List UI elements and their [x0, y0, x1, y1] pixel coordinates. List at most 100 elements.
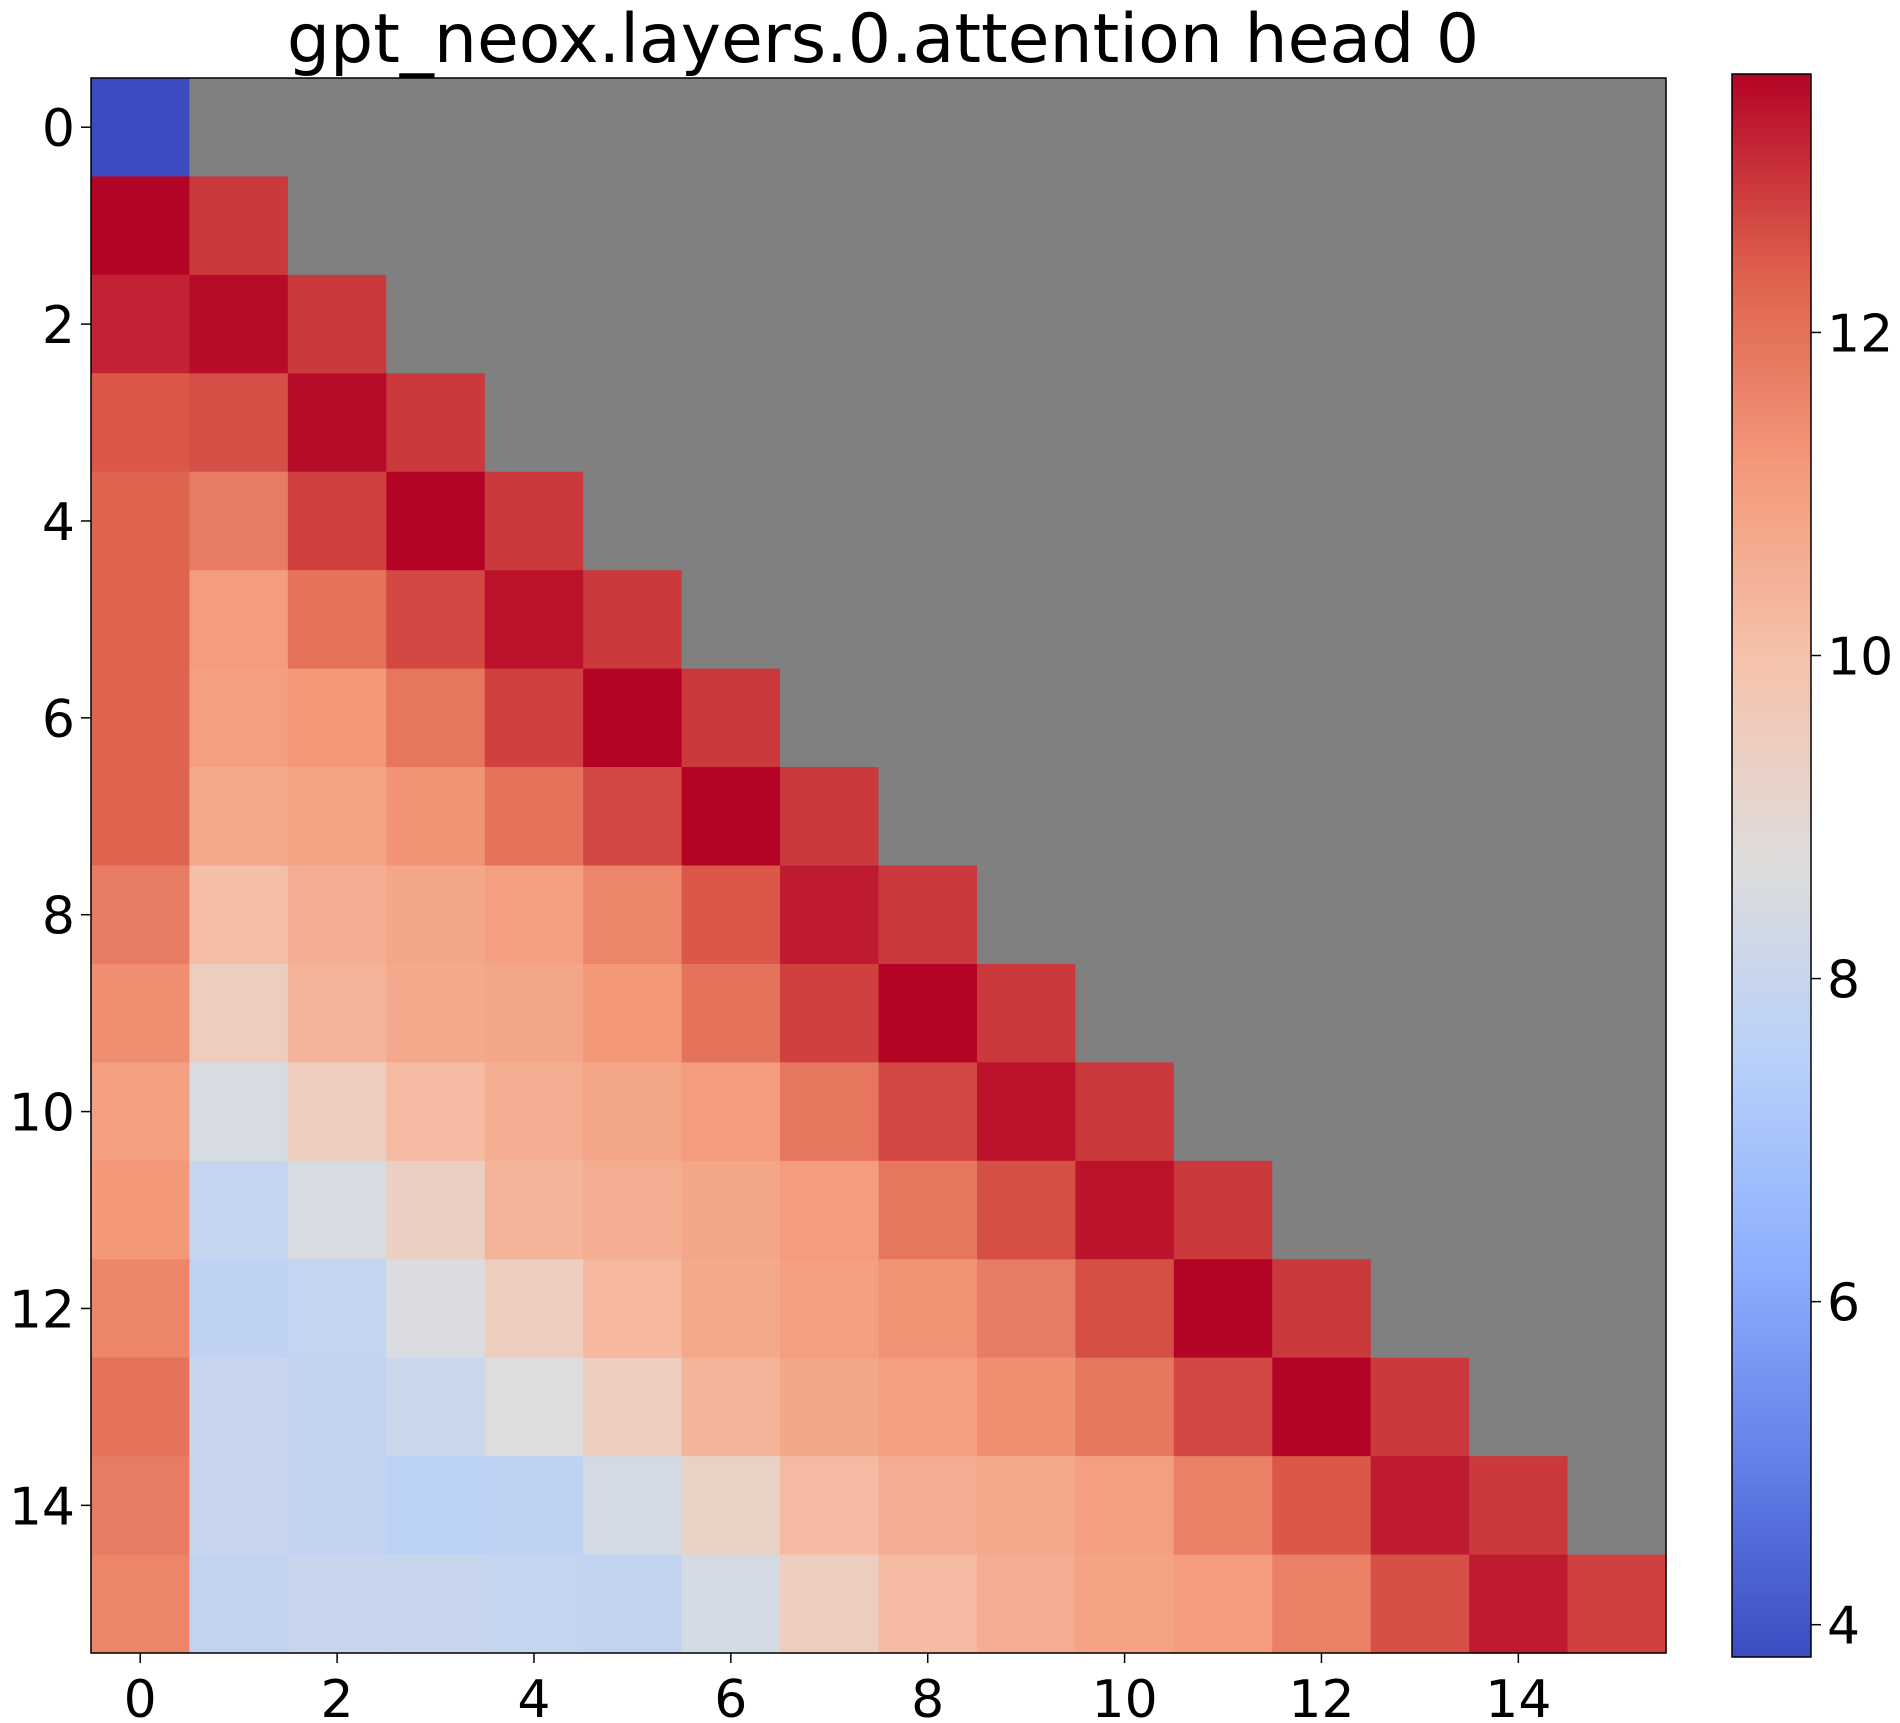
heatmap-cell: [91, 570, 191, 670]
plot-frame: [90, 77, 1667, 1654]
heatmap-cell: [91, 274, 191, 374]
heatmap-cell: [1469, 1456, 1569, 1556]
masked-cell: [1370, 471, 1470, 571]
heatmap-cell: [91, 176, 191, 276]
y-tick-label: 8: [42, 887, 75, 947]
heatmap-cell: [287, 570, 387, 670]
masked-cell: [1272, 963, 1372, 1063]
heatmap-cell: [780, 1259, 880, 1359]
heatmap-cell: [287, 1160, 387, 1260]
masked-cell: [1469, 1160, 1569, 1260]
heatmap-cell: [287, 1259, 387, 1359]
heatmap-cell: [681, 1357, 781, 1457]
masked-cell: [1075, 570, 1175, 670]
heatmap-cell: [1272, 1259, 1372, 1359]
masked-cell: [1173, 176, 1273, 276]
heatmap-cell: [484, 1357, 584, 1457]
x-tick-label: 14: [1485, 1670, 1551, 1723]
masked-cell: [1567, 570, 1667, 670]
masked-cell: [1075, 767, 1175, 867]
heatmap-cell: [1370, 1554, 1470, 1654]
heatmap-cell: [1075, 1456, 1175, 1556]
heatmap-cell: [583, 668, 683, 768]
masked-cell: [1272, 1062, 1372, 1162]
masked-cell: [1469, 1062, 1569, 1162]
masked-cell: [1370, 767, 1470, 867]
heatmap-cell: [386, 1554, 486, 1654]
heatmap-cell: [1469, 1554, 1569, 1654]
masked-cell: [1173, 865, 1273, 965]
heatmap-cell: [91, 1160, 191, 1260]
masked-cell: [1075, 373, 1175, 473]
y-tick-label: 10: [9, 1084, 75, 1144]
heatmap-cell: [91, 1456, 191, 1556]
heatmap-cell: [681, 1160, 781, 1260]
masked-cell: [1370, 373, 1470, 473]
heatmap-cell: [484, 767, 584, 867]
colorbar-tick-label: 6: [1827, 1274, 1860, 1334]
heatmap-cell: [484, 1259, 584, 1359]
masked-cell: [1567, 373, 1667, 473]
heatmap-cell: [386, 963, 486, 1063]
masked-cell: [1469, 668, 1569, 768]
heatmap-cell: [287, 1554, 387, 1654]
x-tick-label: 4: [517, 1670, 550, 1723]
heatmap-cell: [583, 1062, 683, 1162]
heatmap-cell: [287, 767, 387, 867]
heatmap-cell: [976, 1160, 1076, 1260]
heatmap-cell: [681, 1554, 781, 1654]
heatmap-cell: [1173, 1357, 1273, 1457]
colorbar-tick-label: 10: [1827, 628, 1893, 688]
colorbar-tick-label: 12: [1827, 304, 1893, 364]
masked-cell: [681, 274, 781, 374]
masked-cell: [583, 373, 683, 473]
masked-cell: [1469, 1259, 1569, 1359]
heatmap-cell: [91, 373, 191, 473]
masked-cell: [1370, 865, 1470, 965]
masked-cell: [1567, 668, 1667, 768]
heatmap-cell: [1173, 1160, 1273, 1260]
heatmap-cell: [189, 767, 289, 867]
heatmap-cell: [1173, 1259, 1273, 1359]
heatmap-cell: [484, 1062, 584, 1162]
masked-cell: [1272, 78, 1372, 178]
masked-cell: [583, 274, 683, 374]
heatmap-cell: [681, 668, 781, 768]
masked-cell: [1272, 865, 1372, 965]
heatmap-cell: [1075, 1357, 1175, 1457]
masked-cell: [1370, 1259, 1470, 1359]
heatmap-cell: [189, 963, 289, 1063]
heatmap-cell: [189, 1554, 289, 1654]
masked-cell: [681, 176, 781, 276]
y-tick-label: 14: [9, 1477, 75, 1537]
heatmap-cell: [878, 1357, 978, 1457]
heatmap-cell: [780, 767, 880, 867]
heatmap-cell: [976, 1456, 1076, 1556]
x-tick-label: 10: [1092, 1670, 1158, 1723]
masked-cell: [287, 78, 387, 178]
masked-cell: [780, 78, 880, 178]
masked-cell: [681, 78, 781, 178]
masked-cell: [976, 570, 1076, 670]
heatmap-cell: [484, 1160, 584, 1260]
heatmap-cell: [189, 274, 289, 374]
masked-cell: [878, 274, 978, 374]
heatmap-cell: [189, 865, 289, 965]
masked-cell: [1370, 570, 1470, 670]
heatmap-cell: [583, 865, 683, 965]
heatmap-cell: [386, 865, 486, 965]
heatmap-cell: [189, 373, 289, 473]
heatmap-cell: [780, 1160, 880, 1260]
heatmap-cell: [287, 865, 387, 965]
heatmap-cell: [91, 471, 191, 571]
heatmap-cell: [386, 1160, 486, 1260]
heatmap-cell: [287, 373, 387, 473]
heatmap-cell: [386, 1456, 486, 1556]
masked-cell: [780, 668, 880, 768]
masked-cell: [976, 471, 1076, 571]
masked-cell: [1370, 668, 1470, 768]
heatmap-cell: [189, 1062, 289, 1162]
masked-cell: [976, 767, 1076, 867]
heatmap-cell: [1173, 1554, 1273, 1654]
masked-cell: [1567, 1062, 1667, 1162]
